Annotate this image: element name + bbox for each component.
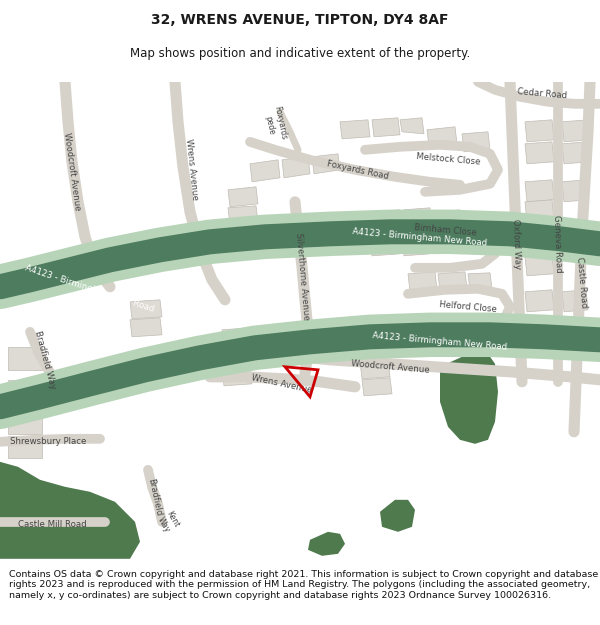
Polygon shape: [562, 235, 588, 256]
Polygon shape: [525, 120, 554, 142]
Text: Melstock Close: Melstock Close: [416, 152, 481, 167]
Polygon shape: [8, 412, 42, 434]
Polygon shape: [0, 462, 140, 559]
Polygon shape: [562, 180, 588, 202]
Text: Map shows position and indicative extent of the property.: Map shows position and indicative extent…: [130, 48, 470, 61]
Polygon shape: [372, 118, 400, 137]
Polygon shape: [438, 272, 467, 291]
Polygon shape: [525, 200, 554, 222]
Polygon shape: [380, 500, 415, 532]
Polygon shape: [525, 142, 554, 164]
Text: Geneva Road: Geneva Road: [553, 215, 563, 273]
Text: Castle Road: Castle Road: [575, 256, 589, 308]
Polygon shape: [525, 255, 554, 276]
Polygon shape: [362, 378, 392, 396]
Polygon shape: [468, 272, 492, 290]
Polygon shape: [228, 206, 258, 225]
Polygon shape: [360, 360, 390, 379]
Text: Foxyards Road: Foxyards Road: [326, 159, 390, 181]
Polygon shape: [408, 272, 437, 292]
Text: Shrewsbury Place: Shrewsbury Place: [10, 438, 86, 446]
Polygon shape: [252, 326, 280, 344]
Polygon shape: [228, 224, 258, 243]
Text: Contains OS data © Crown copyright and database right 2021. This information is : Contains OS data © Crown copyright and d…: [9, 570, 598, 599]
Polygon shape: [435, 210, 462, 229]
Text: Cedar Road: Cedar Road: [517, 87, 567, 101]
Polygon shape: [308, 532, 345, 556]
Polygon shape: [372, 210, 402, 229]
Text: Oxford Way: Oxford Way: [511, 219, 521, 269]
Text: Woodcroft Avenue: Woodcroft Avenue: [350, 359, 430, 375]
Polygon shape: [312, 154, 340, 174]
Polygon shape: [462, 132, 490, 152]
Text: Silverthorne Avenue: Silverthorne Avenue: [293, 232, 310, 321]
Polygon shape: [222, 328, 252, 346]
Polygon shape: [222, 368, 252, 386]
Polygon shape: [228, 187, 258, 207]
Text: Birnham Close: Birnham Close: [413, 222, 476, 237]
Polygon shape: [562, 142, 590, 164]
Polygon shape: [432, 236, 460, 254]
Polygon shape: [427, 127, 457, 147]
Polygon shape: [408, 328, 437, 346]
Text: A4123 - Birmingham New Road: A4123 - Birmingham New Road: [352, 228, 488, 248]
Text: A4123 - Birmingham New Road: A4123 - Birmingham New Road: [25, 264, 155, 314]
Polygon shape: [404, 208, 432, 227]
Polygon shape: [8, 436, 42, 457]
Polygon shape: [370, 238, 400, 256]
Polygon shape: [222, 348, 252, 366]
Text: A4123 - Birmingham New Road: A4123 - Birmingham New Road: [373, 331, 508, 352]
Text: Helford Close: Helford Close: [439, 300, 497, 314]
Text: Wrens Avenue: Wrens Avenue: [184, 139, 200, 201]
Text: Foxyards
pede: Foxyards pede: [262, 105, 288, 142]
Polygon shape: [525, 180, 554, 202]
Polygon shape: [438, 328, 467, 346]
Polygon shape: [130, 318, 162, 337]
Polygon shape: [8, 347, 42, 370]
Polygon shape: [525, 235, 554, 256]
Text: Kent
Way: Kent Way: [155, 509, 181, 534]
Text: Wrens Avenue: Wrens Avenue: [251, 373, 313, 394]
Polygon shape: [525, 290, 554, 312]
Polygon shape: [250, 160, 280, 182]
Polygon shape: [402, 237, 430, 256]
Text: 32, WRENS AVENUE, TIPTON, DY4 8AF: 32, WRENS AVENUE, TIPTON, DY4 8AF: [151, 13, 449, 27]
Polygon shape: [282, 157, 310, 177]
Polygon shape: [440, 352, 498, 444]
Polygon shape: [400, 118, 424, 134]
Polygon shape: [562, 120, 590, 142]
Text: Woodcroft Avenue: Woodcroft Avenue: [62, 132, 82, 211]
Polygon shape: [340, 120, 370, 139]
Text: Castle Mill Road: Castle Mill Road: [17, 520, 86, 529]
Text: Bradfield: Bradfield: [146, 477, 163, 516]
Polygon shape: [130, 300, 162, 319]
Text: Bradfield Way: Bradfield Way: [33, 329, 57, 390]
Polygon shape: [462, 212, 488, 229]
Polygon shape: [8, 380, 42, 402]
Polygon shape: [562, 290, 588, 312]
